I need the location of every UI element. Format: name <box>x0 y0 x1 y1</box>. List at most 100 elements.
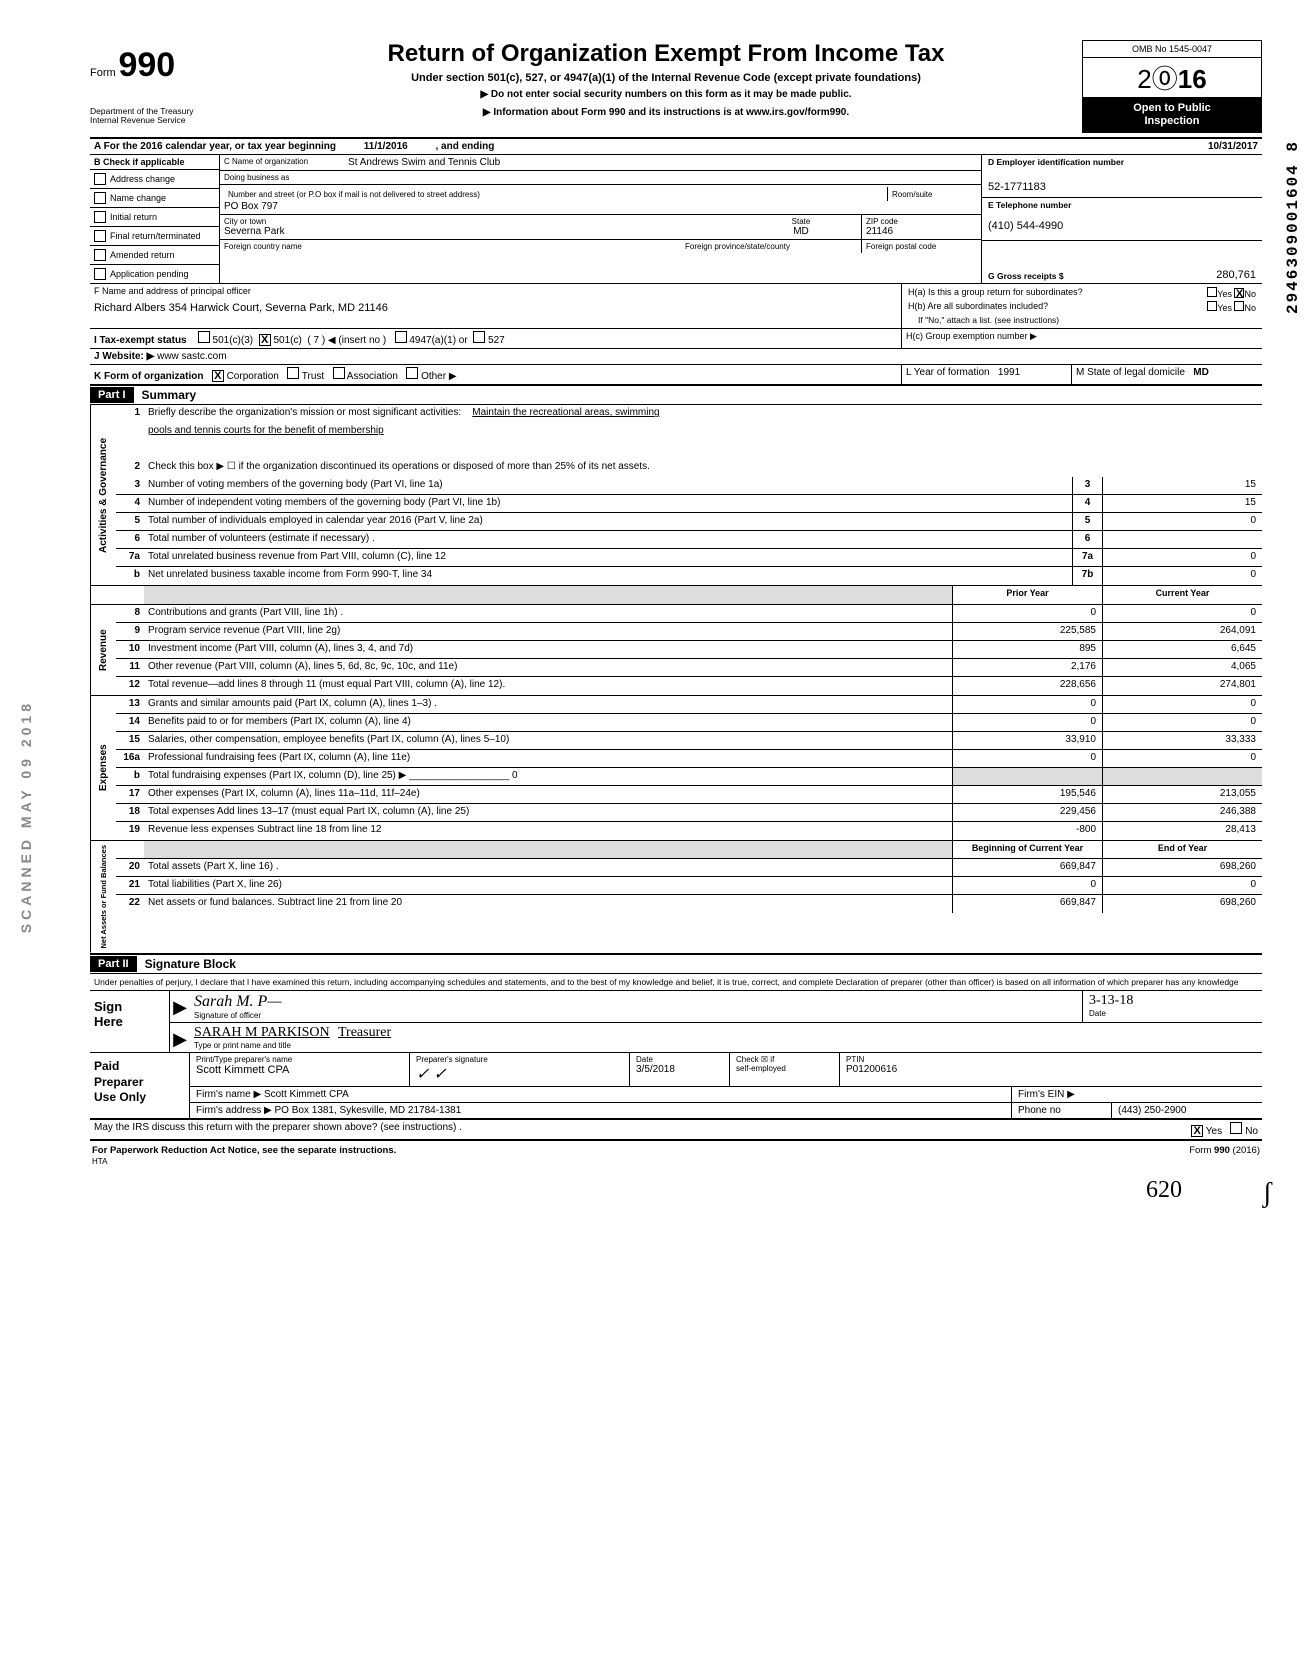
line-text: Total number of volunteers (estimate if … <box>144 531 1072 548</box>
prep-date-label: Date <box>636 1055 723 1064</box>
na-side-label: Net Assets or Fund Balances <box>90 841 116 953</box>
line-text: Program service revenue (Part VIII, line… <box>144 623 952 640</box>
state-label: State <box>745 217 857 226</box>
signature-declaration: Under penalties of perjury, I declare th… <box>90 974 1262 991</box>
line-text: Number of voting members of the governin… <box>144 477 1072 494</box>
curr-val: 698,260 <box>1102 895 1262 913</box>
chk-final-return[interactable]: Final return/terminated <box>90 226 219 245</box>
chk-label: Initial return <box>110 212 157 222</box>
address: PO Box 797 <box>224 201 977 212</box>
curr-val: 6,645 <box>1102 641 1262 658</box>
sub-line-3: ▶ Information about Form 990 and its ins… <box>258 106 1074 120</box>
hb-yes: Yes <box>1217 303 1232 313</box>
state: MD <box>745 226 857 237</box>
line-num: 16a <box>116 750 144 767</box>
paid-preparer-content: Print/Type preparer's name Scott Kimmett… <box>190 1053 1262 1118</box>
tax-year-end: 10/31/2017 <box>1062 139 1262 154</box>
part-1-header: Part I Summary <box>90 386 1262 405</box>
gross-receipts-cell: G Gross receipts $ 280,761 <box>982 241 1262 283</box>
chk-association[interactable] <box>333 367 345 379</box>
h-note: If "No," attach a list. (see instruction… <box>906 314 1258 326</box>
officer-value: Richard Albers 354 Harwick Court, Severn… <box>94 302 897 314</box>
hb-no: No <box>1244 303 1256 313</box>
irs-yes-chk[interactable] <box>1191 1125 1203 1137</box>
ptin: P01200616 <box>846 1064 1256 1075</box>
opt-501c3: 501(c)(3) <box>213 335 254 346</box>
beg-year-hdr: Beginning of Current Year <box>952 841 1102 858</box>
paperwork-notice: For Paperwork Reduction Act Notice, see … <box>92 1145 396 1156</box>
zip-label: ZIP code <box>866 217 977 226</box>
ha-yes-chk[interactable] <box>1207 287 1217 297</box>
line-num: 20 <box>116 859 144 876</box>
line-num: 11 <box>116 659 144 676</box>
table-row: 22Net assets or fund balances. Subtract … <box>116 895 1262 913</box>
foreign-prov-label: Foreign province/state/county <box>685 242 857 251</box>
org-name-cell: C Name of organization St Andrews Swim a… <box>220 155 981 171</box>
city-state-zip-cell: City or town Severna Park State MD ZIP c… <box>220 215 981 240</box>
chk-name-change[interactable]: Name change <box>90 188 219 207</box>
line-text: Total unrelated business revenue from Pa… <box>144 549 1072 566</box>
firm-name-label: Firm's name ▶ <box>196 1089 261 1100</box>
hb-label: H(b) Are all subordinates included? <box>908 301 1048 313</box>
hb-yes-chk[interactable] <box>1207 301 1217 311</box>
chk-label: Address change <box>110 174 175 184</box>
shaded-cell <box>952 768 1102 785</box>
officer-label: F Name and address of principal officer <box>94 286 897 296</box>
chk-other[interactable] <box>406 367 418 379</box>
chk-initial-return[interactable]: Initial return <box>90 207 219 226</box>
block-bcd: B Check if applicable Address change Nam… <box>90 155 1262 284</box>
year-formation: 1991 <box>998 367 1020 378</box>
table-row: bTotal fundraising expenses (Part IX, co… <box>116 768 1262 786</box>
sig-date: 3-13-18 <box>1089 993 1256 1009</box>
line-num: 1 <box>116 405 144 423</box>
chk-amended-return[interactable]: Amended return <box>90 245 219 264</box>
line-val: 15 <box>1102 477 1262 494</box>
curr-val: 0 <box>1102 750 1262 767</box>
sign-here-label: Sign Here <box>90 991 170 1052</box>
omb-number: OMB No 1545-0047 <box>1082 40 1262 57</box>
subtitle: Under section 501(c), 527, or 4947(a)(1)… <box>258 72 1074 84</box>
ha-no-chk[interactable] <box>1234 288 1244 298</box>
chk-application-pending[interactable]: Application pending <box>90 264 219 283</box>
line-text: Total fundraising expenses (Part IX, col… <box>144 768 952 785</box>
insert-no: ( 7 ) ◀ (insert no ) <box>307 335 386 346</box>
chk-trust[interactable] <box>287 367 299 379</box>
table-row: 14Benefits paid to or for members (Part … <box>116 714 1262 732</box>
line-num: b <box>116 567 144 585</box>
chk-501c3[interactable] <box>198 331 210 343</box>
main-title: Return of Organization Exempt From Incom… <box>258 40 1074 68</box>
table-row: 11Other revenue (Part VIII, column (A), … <box>116 659 1262 677</box>
irs-discuss-row: May the IRS discuss this return with the… <box>90 1120 1262 1141</box>
tax-year-begin: 11/1/2016 <box>364 141 408 152</box>
curr-val: 698,260 <box>1102 859 1262 876</box>
prior-val: 228,656 <box>952 677 1102 695</box>
irs-no-chk[interactable] <box>1230 1122 1242 1134</box>
hb-no-chk[interactable] <box>1234 301 1244 311</box>
open-pub-1: Open to Public <box>1087 102 1257 115</box>
row-a-tax-year: A For the 2016 calendar year, or tax yea… <box>90 139 1262 155</box>
prior-val: 0 <box>952 696 1102 713</box>
part-1-title: Summary <box>134 386 205 404</box>
chk-corporation[interactable] <box>212 370 224 382</box>
omb-year-box: OMB No 1545-0047 2⓪16 Open to Public Ins… <box>1082 40 1262 133</box>
chk-527[interactable] <box>473 331 485 343</box>
form-number: 990 <box>118 46 175 84</box>
hc-label: H(c) Group exemption number ▶ <box>902 329 1262 348</box>
sig-officer-label: Signature of officer <box>194 1011 1078 1020</box>
self-employed-chk[interactable]: Check ☒ if self-employed <box>730 1053 840 1086</box>
table-row: 9Program service revenue (Part VIII, lin… <box>116 623 1262 641</box>
curr-val: 0 <box>1102 877 1262 894</box>
website: www sastc.com <box>157 351 226 362</box>
line-num: 19 <box>116 822 144 840</box>
chk-4947[interactable] <box>395 331 407 343</box>
line-text: Professional fundraising fees (Part IX, … <box>144 750 952 767</box>
line-num: 12 <box>116 677 144 695</box>
chk-501c[interactable] <box>259 334 271 346</box>
chk-address-change[interactable]: Address change <box>90 169 219 188</box>
officer-signature: Sarah M. P— <box>194 993 1078 1011</box>
foreign-country-label: Foreign country name <box>224 242 677 251</box>
col-d-ein-tel: D Employer identification number 52-1771… <box>982 155 1262 283</box>
year-form-label: L Year of formation <box>906 367 990 378</box>
prep-sig-label: Preparer's signature <box>416 1055 623 1064</box>
state-domicile: MD <box>1193 367 1209 378</box>
